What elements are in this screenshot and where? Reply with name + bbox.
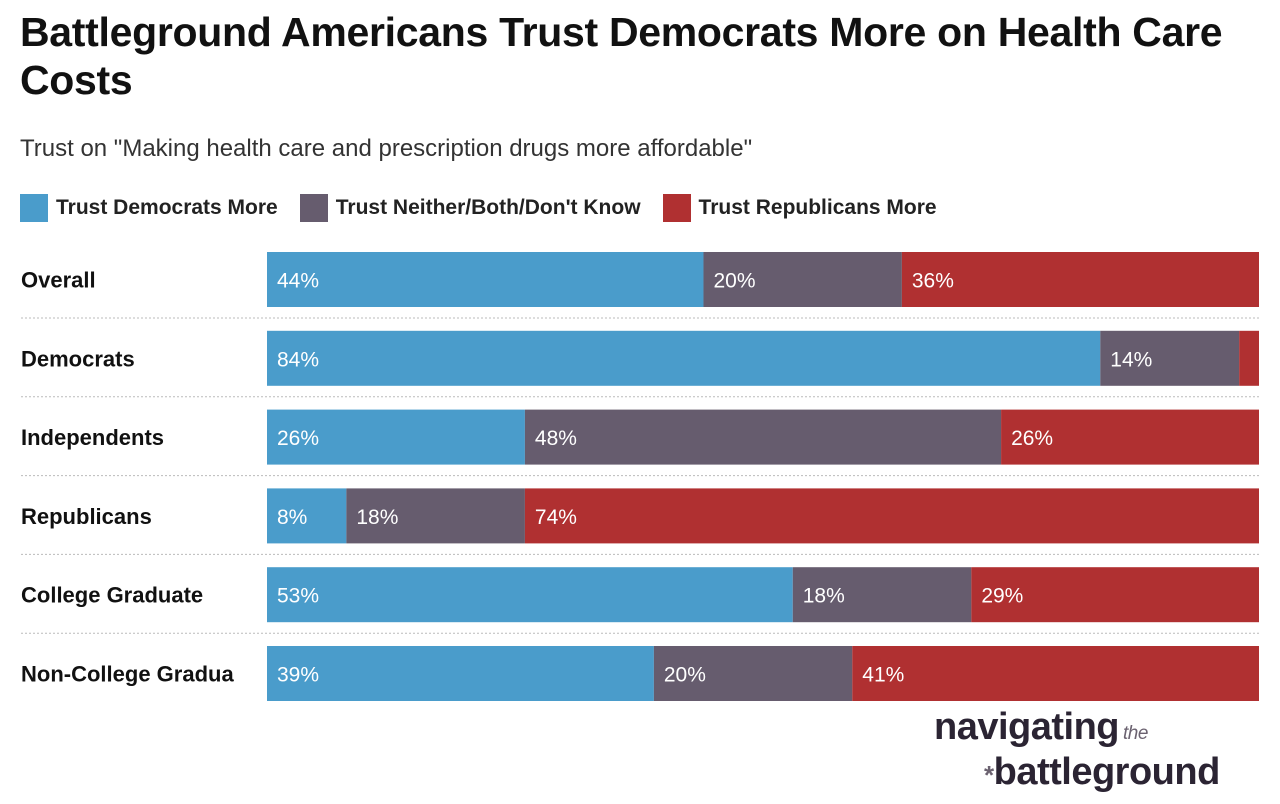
- data-label: 8%: [277, 506, 307, 529]
- bar-segment: [524, 488, 1259, 544]
- legend: Trust Democrats More Trust Neither/Both/…: [20, 194, 937, 222]
- data-label: 36%: [912, 270, 954, 293]
- data-label: 20%: [713, 270, 755, 293]
- category-label: Democrats: [21, 346, 135, 371]
- data-label: 84%: [277, 348, 319, 371]
- bar-segment: [703, 252, 902, 307]
- category-label: Overall: [21, 268, 96, 293]
- data-label: 53%: [277, 585, 319, 608]
- bar-segment: [971, 567, 1259, 623]
- category-label: Non-College Gradua: [21, 662, 234, 687]
- bar-segment: [267, 488, 347, 544]
- legend-label: Trust Democrats More: [56, 196, 278, 219]
- category-label: Independents: [21, 425, 164, 450]
- bar-segment: [267, 252, 704, 307]
- bar-segment: [267, 330, 1101, 386]
- legend-swatch: [662, 194, 691, 222]
- data-label: 18%: [803, 585, 845, 608]
- bar-chart: Overall 44% 20% 36% Democrats 84% 14% Independe…: [21, 252, 1259, 701]
- chart-title: Battleground Americans Trust Democrats M…: [20, 9, 1223, 103]
- bar-segment: [852, 646, 1259, 701]
- chart-subtitle: Trust on "Making health care and prescri…: [20, 135, 753, 162]
- data-label: 44%: [277, 270, 319, 293]
- data-label: 74%: [535, 506, 577, 529]
- legend-item: Trust Neither/Both/Don't Know: [299, 194, 641, 222]
- bar-segment: [267, 409, 525, 465]
- data-label: 39%: [277, 664, 319, 687]
- bar-segment: [901, 252, 1259, 307]
- legend-swatch: [20, 194, 48, 222]
- bar-segment: [792, 567, 972, 623]
- legend-item: Trust Democrats More: [20, 194, 278, 222]
- legend-label: Trust Republicans More: [698, 196, 937, 219]
- logo-text: the: [1123, 723, 1148, 744]
- data-label: 20%: [664, 664, 706, 687]
- data-label: 14%: [1110, 348, 1152, 371]
- bar-segment: [1239, 330, 1259, 386]
- bar-segment: [524, 409, 1002, 465]
- legend-item: Trust Republicans More: [662, 194, 937, 222]
- logo-text: navigating: [934, 706, 1120, 748]
- bar-segment: [267, 567, 793, 623]
- data-label: 29%: [981, 585, 1023, 608]
- bar-segment: [1001, 409, 1259, 465]
- category-label: Republicans: [21, 504, 152, 529]
- data-label: 26%: [1011, 427, 1053, 450]
- legend-swatch: [299, 194, 328, 222]
- bar-segment: [267, 646, 654, 701]
- bar-segment: [1100, 330, 1240, 386]
- asterisk-icon: *: [984, 760, 994, 790]
- legend-label: Trust Neither/Both/Don't Know: [335, 196, 641, 219]
- data-label: 48%: [535, 427, 577, 450]
- bar-segment: [346, 488, 525, 544]
- bar-segment: [653, 646, 853, 701]
- navigating-the-battleground-logo: navigating the *battleground: [934, 708, 1220, 794]
- category-label: College Graduate: [21, 583, 203, 608]
- logo-text: battleground: [993, 751, 1221, 793]
- data-label: 41%: [862, 664, 904, 687]
- data-label: 26%: [277, 427, 319, 450]
- data-label: 18%: [356, 506, 398, 529]
